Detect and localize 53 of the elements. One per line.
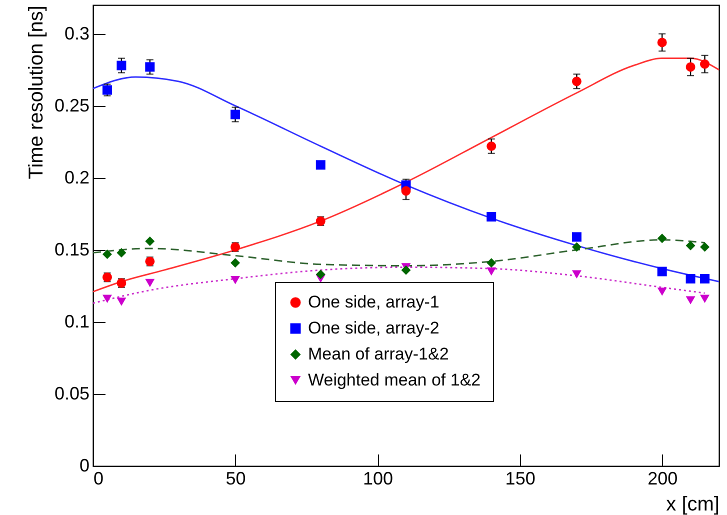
point xyxy=(700,59,710,69)
legend-label: Weighted mean of 1&2 xyxy=(308,370,481,390)
point xyxy=(116,60,126,70)
point xyxy=(686,274,696,284)
point xyxy=(401,186,411,196)
x-tick-label: 200 xyxy=(648,468,678,488)
point xyxy=(657,288,667,296)
y-tick-label: 0 xyxy=(79,456,90,476)
y-tick-label: 0.2 xyxy=(64,167,90,188)
x-axis-title: x [cm] xyxy=(666,494,720,515)
point xyxy=(486,212,496,222)
point xyxy=(657,38,667,48)
point xyxy=(401,265,411,275)
point xyxy=(316,270,326,280)
y-tick-label: 0.25 xyxy=(54,95,90,116)
point xyxy=(486,258,496,268)
point xyxy=(686,240,696,250)
x-tick-label: 50 xyxy=(226,468,246,488)
y-tick-label: 0.15 xyxy=(54,239,90,260)
point xyxy=(145,236,155,246)
point xyxy=(230,276,240,284)
point xyxy=(116,248,126,258)
x-tick-label: 0 xyxy=(94,468,104,488)
point xyxy=(700,242,710,252)
x-tick-label: 100 xyxy=(363,468,394,488)
point xyxy=(700,274,710,284)
point xyxy=(116,298,126,306)
point xyxy=(102,249,112,259)
point xyxy=(486,267,496,276)
legend-label: Mean of array-1&2 xyxy=(308,344,449,364)
point xyxy=(572,232,582,242)
point xyxy=(230,258,240,268)
point xyxy=(572,270,582,279)
legend-label: One side, array-1 xyxy=(308,292,440,312)
point xyxy=(572,242,582,252)
y-tick-label: 0.1 xyxy=(64,311,90,332)
x-tick-label: 150 xyxy=(505,468,536,488)
point xyxy=(572,76,582,86)
point xyxy=(145,278,155,288)
legend-label: One side, array-2 xyxy=(308,318,440,338)
point xyxy=(316,160,326,170)
point xyxy=(657,234,667,244)
point xyxy=(686,62,696,72)
point xyxy=(145,62,155,72)
y-tick-label: 0.3 xyxy=(64,23,90,44)
point xyxy=(230,110,240,120)
point xyxy=(686,296,696,304)
point xyxy=(700,294,710,303)
point xyxy=(486,141,496,151)
point xyxy=(102,294,112,303)
point xyxy=(657,266,667,276)
y-tick-label: 0.05 xyxy=(54,383,90,404)
y-axis-title: Time resolution [ns] xyxy=(25,6,48,180)
